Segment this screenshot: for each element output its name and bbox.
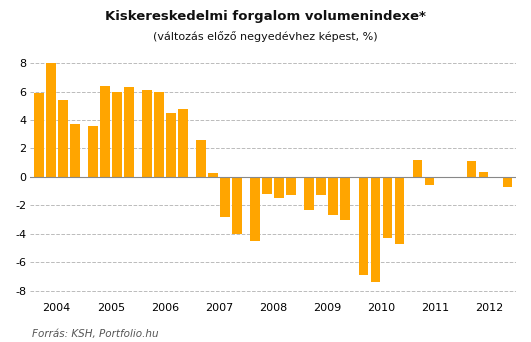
Bar <box>340 177 350 220</box>
Bar <box>58 100 67 177</box>
Bar <box>208 173 218 177</box>
Bar <box>250 177 260 241</box>
Bar <box>220 177 230 217</box>
Bar <box>178 109 188 177</box>
Bar <box>304 177 314 210</box>
Bar <box>196 140 206 177</box>
Bar <box>100 86 109 177</box>
Bar <box>88 126 98 177</box>
Bar <box>413 160 422 177</box>
Bar <box>232 177 242 234</box>
Bar <box>166 113 176 177</box>
Bar <box>46 63 56 177</box>
Text: Forrás: KSH, Portfolio.hu: Forrás: KSH, Portfolio.hu <box>32 329 158 339</box>
Bar <box>112 92 122 177</box>
Bar <box>425 177 434 185</box>
Bar <box>479 172 489 177</box>
Bar <box>467 161 476 177</box>
Bar <box>142 90 152 177</box>
Text: Kiskereskedelmi forgalom volumenindexe*: Kiskereskedelmi forgalom volumenindexe* <box>105 10 426 23</box>
Text: (változás előző negyedévhez képest, %): (változás előző negyedévhez képest, %) <box>153 31 378 42</box>
Bar <box>262 177 272 194</box>
Bar <box>154 92 164 177</box>
Bar <box>371 177 380 282</box>
Bar <box>503 177 512 187</box>
Bar <box>395 177 404 244</box>
Bar <box>329 177 338 215</box>
Bar <box>70 124 80 177</box>
Bar <box>436 177 446 178</box>
Bar <box>34 93 44 177</box>
Bar <box>124 87 134 177</box>
Bar <box>316 177 326 195</box>
Bar <box>275 177 284 198</box>
Bar <box>382 177 392 238</box>
Bar <box>358 177 368 275</box>
Bar <box>286 177 296 195</box>
